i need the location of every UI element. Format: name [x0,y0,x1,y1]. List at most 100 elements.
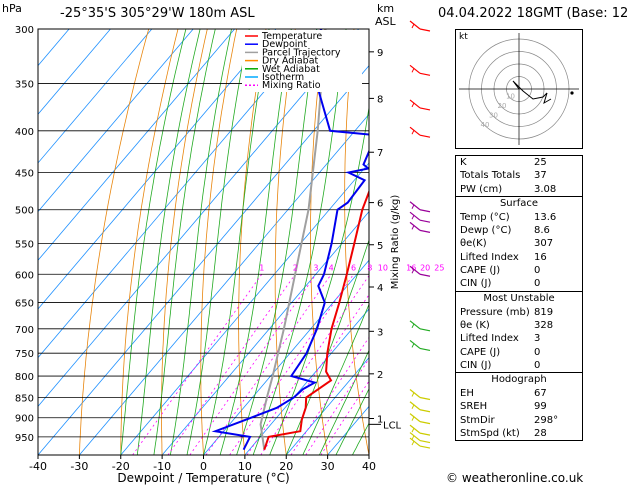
hodograph-title: Hodograph [491,374,547,386]
pressure-tick-label: 900 [15,414,34,425]
wind-barb-staff [409,211,421,221]
isotherm-line [38,29,153,164]
isotherm-line [38,29,360,407]
pressure-tick-label: 350 [15,80,34,91]
storm-motion-marker [570,91,574,95]
x-tick-label: 10 [238,460,252,473]
wind-barb-feather [411,323,415,329]
temperature-line [263,189,369,451]
wind-barb [419,439,431,444]
wet-adiabat-line [319,349,369,455]
x-tick-label: -20 [112,460,130,473]
hodograph-ring-label: 30 [489,112,498,120]
wet-adiabat-line [120,29,187,455]
km-tick-label: 6 [377,199,383,210]
pressure-tick-label: 650 [15,299,34,310]
wind-barb-feather [411,404,415,409]
isotherm-line [38,29,235,261]
indices-table: K 25 Totals Totals 37 PW (cm) 3.08 Surface … [455,155,583,442]
km-tick-label: 4 [377,283,383,294]
km-label: km [377,2,395,15]
hodograph-trace [543,92,552,105]
wind-barb [419,328,431,332]
dry-adiabat-line [120,29,179,455]
wind-barb-staff [409,401,421,411]
wind-barb-feather [411,392,415,397]
wind-barb-staff [409,389,421,398]
wind-barb-feather [411,204,415,209]
wind-barb [419,445,431,449]
isotherm-line [161,211,369,455]
wind-barb-staff [409,99,421,109]
dry-adiabat-line [617,17,629,455]
index-row: CAPE (J) 0 [460,346,541,358]
x-axis-label: Dewpoint / Temperature (°C) [117,471,289,485]
surface-section: Surface Temp (°C) 13.6 Dewp (°C) 8.6 θe(K)… [455,196,583,292]
km-tick-label: 1 [377,415,383,426]
isotherm-line [38,29,70,67]
wind-barb-feather [411,435,415,440]
surface-title: Surface [499,197,539,209]
x-tick-label: -10 [153,460,171,473]
pressure-tick-label: 300 [15,25,34,36]
pressure-tick-label: 750 [15,349,34,360]
lcl-label: LCL [383,420,402,431]
isotherm-line [285,357,369,455]
wind-barb-feather [411,269,415,274]
isotherm-line [38,29,318,359]
pressure-tick-label: 850 [15,393,34,404]
pressure-tick-label: 550 [15,239,34,250]
wet-adiabat-line [203,29,270,455]
dry-adiabat-line [200,29,238,455]
wind-barb-feather [411,343,415,348]
wind-barb [419,107,431,111]
legend-label: Isotherm [262,72,304,83]
dry-adiabat-line [410,17,452,455]
mixing-ratio-line [189,274,317,455]
wet-adiabat-line [302,303,369,455]
index-row: StmSpd (kt) 28 [460,428,547,440]
wind-barb-staff [409,339,421,349]
isotherm-line [38,29,277,310]
wind-barb-staff [409,432,421,442]
mixing-ratio-label: 3 [313,263,318,272]
km-tick-label: 8 [377,94,383,105]
pressure-tick-label: 700 [15,325,34,336]
x-tick-label: -30 [70,460,88,473]
wind-barb-feather [411,68,415,73]
hodograph-trace [512,80,548,100]
index-row: θe(K) 307 [460,238,554,250]
wind-barb [419,396,431,401]
legend-label: Dewpoint [262,39,307,50]
hodograph-ring-label: 20 [498,102,507,110]
index-row: Totals Totals 37 [460,170,547,182]
wind-barb-feather [411,416,415,421]
legend-label: Temperature [261,31,322,42]
wind-barb-staff [409,126,421,136]
hodograph-ring-label: 40 [481,121,490,129]
dewpoint-line [211,29,369,451]
legend-background [242,30,362,92]
wind-barb-feather [411,214,415,220]
wind-barb-staff [409,413,421,423]
isotherm-line [38,29,111,115]
legend-label: Dry Adiabat [262,56,319,67]
dry-adiabat-line [79,29,150,455]
km-tick-label: 7 [377,148,383,159]
legend-label: Parcel Trajectory [262,47,341,58]
wind-barb-staff [409,201,421,211]
mixing-ratio-label: 4 [329,263,334,272]
index-row: CAPE (J) 0 [460,265,541,277]
index-row: EH 67 [460,388,547,400]
index-row: CIN (J) 0 [460,359,541,371]
wind-barb [419,432,431,436]
index-row: SREH 99 [460,401,547,413]
wind-barb [419,28,431,32]
km-tick-label: 9 [377,48,383,59]
parcel-trajectory-line [259,29,327,450]
wind-barb-feather [411,427,415,433]
index-row: Lifted Index 16 [460,251,547,263]
